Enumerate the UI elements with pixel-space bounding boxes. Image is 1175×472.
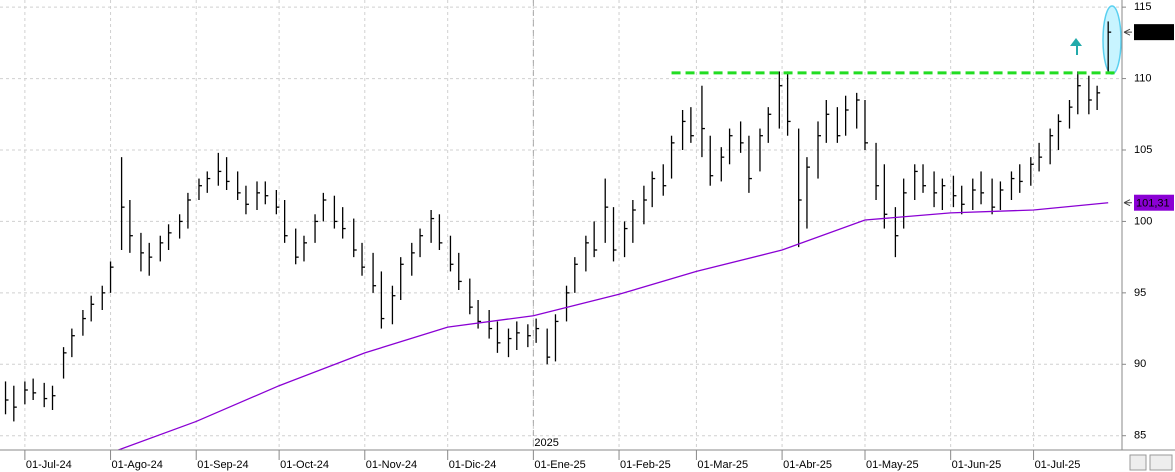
price-marker xyxy=(1123,28,1132,36)
scroll-button[interactable] xyxy=(1129,454,1147,471)
scroll-button[interactable] xyxy=(1149,454,1173,471)
moving-average xyxy=(116,202,1109,450)
x-tick-label: 01-Feb-25 xyxy=(620,459,671,471)
x-tick-label: 01-Ene-25 xyxy=(534,459,585,471)
y-tick-label: 110 xyxy=(1134,72,1152,84)
plot xyxy=(4,21,1116,450)
price-label: 101,31 xyxy=(1136,198,1170,210)
grid xyxy=(0,0,1122,450)
up-arrow xyxy=(1070,38,1082,55)
x-tick-label: 01-Oct-24 xyxy=(280,459,329,471)
price-label: 113,25 xyxy=(1136,27,1169,39)
x-tick-label: 01-Jun-25 xyxy=(952,459,1002,471)
x-tick-label: 01-Jul-25 xyxy=(1035,459,1081,471)
year-label: 2025 xyxy=(534,437,558,449)
highlight-ellipse xyxy=(1102,5,1122,75)
x-tick-label: 01-Nov-24 xyxy=(366,459,417,471)
y-tick-label: 85 xyxy=(1134,430,1146,442)
price-label-box xyxy=(1134,24,1174,41)
y-tick-label: 100 xyxy=(1134,215,1152,227)
x-tick-label: 01-Mar-25 xyxy=(697,459,748,471)
x-tick-label: 01-May-25 xyxy=(866,459,919,471)
price-label-box xyxy=(1134,194,1174,211)
y-tick-label: 90 xyxy=(1134,358,1146,370)
x-tick-label: 01-Sep-24 xyxy=(197,459,248,471)
x-tick-label: 01-Jul-24 xyxy=(26,459,72,471)
y-tick-label: 95 xyxy=(1134,287,1146,299)
price-marker xyxy=(1123,199,1132,207)
axes: 85 90 95 100 105 110 115 01-Jul-24 01-Ago-24 01-S… xyxy=(24,1,1174,471)
x-tick-label: 01-Abr-25 xyxy=(783,459,832,471)
x-tick-label: 01-Dic-24 xyxy=(449,459,497,471)
x-tick-label: 01-Ago-24 xyxy=(112,459,163,471)
y-tick-label: 105 xyxy=(1134,144,1152,156)
y-tick-label: 115 xyxy=(1134,1,1152,13)
